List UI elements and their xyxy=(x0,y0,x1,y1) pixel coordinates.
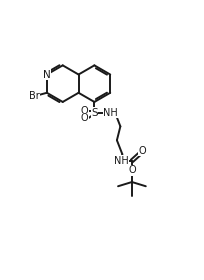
Text: N: N xyxy=(42,69,50,80)
Text: S: S xyxy=(91,108,97,118)
Text: NH: NH xyxy=(113,156,128,166)
Text: Br: Br xyxy=(29,91,39,101)
Text: NH: NH xyxy=(103,108,118,118)
Text: O: O xyxy=(81,113,88,123)
Text: O: O xyxy=(81,106,88,116)
Text: O: O xyxy=(138,146,146,156)
Text: O: O xyxy=(128,165,135,176)
